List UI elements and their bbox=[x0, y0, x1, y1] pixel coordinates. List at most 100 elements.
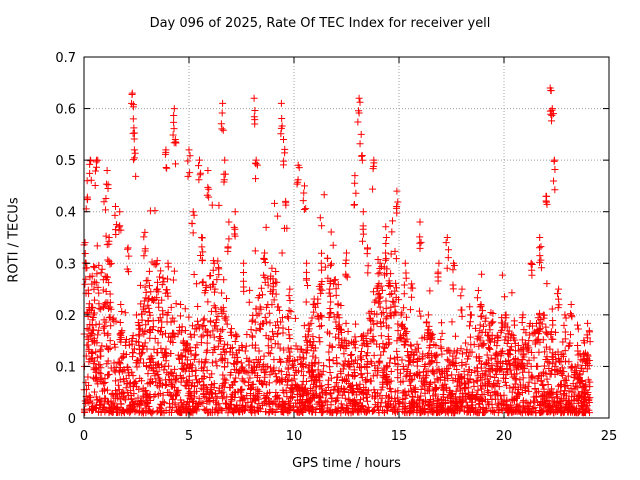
data-point bbox=[103, 180, 111, 188]
data-point bbox=[508, 388, 516, 396]
data-point bbox=[479, 341, 487, 349]
data-point bbox=[120, 394, 128, 402]
data-point bbox=[394, 327, 402, 335]
data-point bbox=[548, 305, 556, 313]
data-point bbox=[317, 409, 325, 417]
data-point bbox=[230, 223, 238, 231]
data-point bbox=[357, 396, 365, 404]
data-point bbox=[263, 389, 271, 397]
data-point bbox=[246, 389, 254, 397]
data-point bbox=[355, 408, 363, 416]
data-point bbox=[92, 404, 100, 412]
data-point bbox=[222, 399, 230, 407]
data-point bbox=[129, 115, 137, 123]
data-point bbox=[528, 260, 536, 268]
data-point bbox=[176, 409, 184, 417]
data-point bbox=[239, 367, 247, 375]
data-point bbox=[84, 313, 92, 321]
y-tick-label: 0.6 bbox=[55, 103, 76, 118]
data-point bbox=[330, 276, 338, 284]
data-point bbox=[199, 248, 207, 256]
data-point bbox=[448, 371, 456, 379]
data-point bbox=[376, 392, 384, 400]
data-point bbox=[362, 386, 370, 394]
data-point bbox=[512, 393, 520, 401]
data-point bbox=[233, 405, 241, 413]
data-point bbox=[92, 348, 100, 356]
data-point bbox=[545, 359, 553, 367]
data-point bbox=[356, 364, 364, 372]
data-point bbox=[475, 400, 483, 408]
data-point bbox=[483, 351, 491, 359]
data-point bbox=[567, 310, 575, 318]
data-point bbox=[103, 166, 111, 174]
data-point bbox=[228, 344, 236, 352]
data-point bbox=[495, 406, 503, 414]
data-point bbox=[167, 379, 175, 387]
data-point bbox=[458, 373, 466, 381]
data-point bbox=[414, 344, 422, 352]
data-point bbox=[203, 191, 211, 199]
data-point bbox=[300, 189, 308, 197]
data-point bbox=[551, 362, 559, 370]
data-point bbox=[288, 386, 296, 394]
data-point bbox=[135, 330, 143, 338]
data-point bbox=[193, 341, 201, 349]
data-point bbox=[170, 118, 178, 126]
data-point bbox=[147, 375, 155, 383]
x-tick-label: 20 bbox=[496, 429, 513, 444]
data-point bbox=[459, 350, 467, 358]
data-point bbox=[339, 404, 347, 412]
data-point bbox=[524, 409, 532, 417]
data-point bbox=[268, 344, 276, 352]
data-point bbox=[537, 264, 545, 272]
data-point bbox=[525, 402, 533, 410]
data-point bbox=[89, 314, 97, 322]
data-point bbox=[499, 374, 507, 382]
data-point bbox=[318, 286, 326, 294]
data-point bbox=[140, 359, 148, 367]
data-point bbox=[135, 341, 143, 349]
data-point bbox=[140, 297, 148, 305]
data-point bbox=[387, 367, 395, 375]
data-point bbox=[297, 367, 305, 375]
data-point bbox=[158, 281, 166, 289]
data-point bbox=[386, 384, 394, 392]
data-point bbox=[249, 395, 257, 403]
data-point bbox=[357, 130, 365, 138]
data-point bbox=[200, 322, 208, 330]
data-point bbox=[105, 305, 113, 313]
data-point bbox=[385, 335, 393, 343]
x-tick-label: 10 bbox=[286, 429, 303, 444]
data-point bbox=[86, 169, 94, 177]
data-point bbox=[297, 393, 305, 401]
data-point bbox=[369, 336, 377, 344]
data-point bbox=[370, 351, 378, 359]
data-point bbox=[145, 267, 153, 275]
data-point bbox=[530, 354, 538, 362]
data-point bbox=[397, 333, 405, 341]
data-point bbox=[176, 312, 184, 320]
data-point bbox=[101, 408, 109, 416]
data-point bbox=[438, 319, 446, 327]
data-point bbox=[184, 157, 192, 165]
data-point bbox=[162, 376, 170, 384]
data-point bbox=[346, 383, 354, 391]
data-point bbox=[191, 325, 199, 333]
data-point bbox=[491, 374, 499, 382]
data-point bbox=[220, 170, 228, 178]
data-point bbox=[334, 373, 342, 381]
data-point bbox=[585, 327, 593, 335]
data-point bbox=[277, 318, 285, 326]
data-point bbox=[576, 379, 584, 387]
data-point bbox=[197, 252, 205, 260]
data-point bbox=[270, 356, 278, 364]
data-point bbox=[544, 358, 552, 366]
data-point bbox=[508, 395, 516, 403]
data-point bbox=[302, 205, 310, 213]
data-point bbox=[296, 396, 304, 404]
data-point bbox=[303, 341, 311, 349]
data-point bbox=[186, 152, 194, 160]
data-point bbox=[116, 360, 124, 368]
data-point bbox=[309, 368, 317, 376]
